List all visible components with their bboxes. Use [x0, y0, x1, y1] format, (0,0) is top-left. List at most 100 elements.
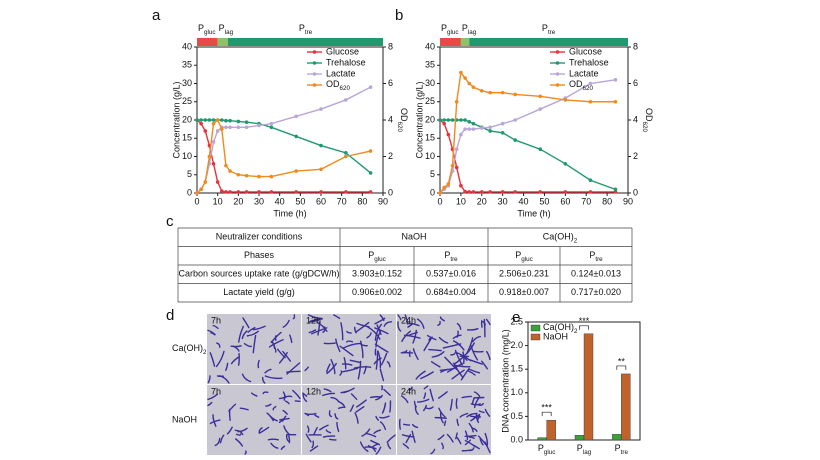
data-point — [500, 90, 505, 95]
data-point — [319, 107, 323, 111]
data-point — [513, 118, 517, 122]
x-axis-label: Time (h) — [273, 208, 306, 218]
bacterium — [470, 403, 481, 406]
x-tick-label: 20 — [477, 196, 487, 206]
data-point — [244, 125, 249, 130]
data-point — [228, 118, 232, 123]
phase-bar — [197, 38, 218, 46]
y-tick-label: 15 — [182, 133, 192, 143]
bacterium — [375, 394, 383, 401]
data-point — [538, 94, 543, 99]
data-point — [467, 127, 472, 131]
bacterium — [302, 392, 308, 403]
bacterium — [374, 327, 389, 335]
bacterium — [428, 336, 433, 341]
data-point — [294, 190, 299, 194]
significance-bracket — [541, 411, 552, 417]
data-point — [454, 147, 459, 151]
y2-axis-label: OD620 — [641, 108, 654, 133]
data-point — [195, 118, 199, 122]
bacterium — [379, 415, 390, 419]
bacterium — [478, 402, 484, 407]
bacterium — [210, 332, 216, 336]
data-point — [294, 134, 299, 139]
bacterium — [214, 437, 221, 447]
legend-label: Lactate — [326, 68, 356, 78]
bar — [621, 373, 631, 441]
bacterium — [319, 424, 329, 431]
table-cell: Pgluc — [515, 250, 533, 263]
x-tick-label: 80 — [357, 196, 367, 206]
table-cell: Lactate yield (g/g) — [223, 287, 295, 297]
x-tick-label: 30 — [498, 196, 508, 206]
y-axis-label: Concentration (g/L) — [171, 81, 181, 158]
bacterium — [307, 314, 323, 320]
x-axis-label: Time (h) — [517, 208, 550, 218]
bacterium — [280, 445, 286, 451]
data-point — [446, 182, 451, 186]
significance-bracket — [579, 325, 589, 330]
y-tick-label: 15 — [425, 133, 435, 143]
table-header: NaOH — [401, 232, 426, 242]
bacterium — [339, 345, 354, 357]
bacterium — [337, 400, 345, 407]
table-cell: 0.918±0.007 — [499, 287, 549, 297]
bacterium — [397, 314, 402, 321]
bacterium — [412, 348, 419, 361]
phase-label: Plag — [462, 23, 477, 36]
data-point — [513, 190, 517, 194]
bacterium — [429, 388, 434, 402]
data-point — [450, 118, 455, 122]
phase-bar — [460, 38, 470, 46]
legend-marker — [555, 72, 560, 76]
bacterium — [215, 350, 225, 368]
y-tick-label: 0.0 — [510, 434, 523, 444]
bacterium — [455, 432, 458, 440]
bacterium — [438, 407, 446, 418]
legend-label-main: OD — [569, 79, 583, 89]
y-tick-label: 1.0 — [510, 387, 523, 397]
data-point — [513, 92, 517, 97]
table-cell: 2.506±0.231 — [499, 269, 549, 279]
legend-label: Ca(OH)2 — [543, 322, 578, 335]
y-tick-label: 2.5 — [510, 316, 523, 326]
bacterium — [278, 418, 285, 424]
data-point — [199, 121, 203, 126]
bacterium — [473, 396, 480, 409]
phase-bar — [217, 38, 228, 46]
y2-axis-label-main: OD — [644, 108, 654, 122]
row-label: Ca(OH)2 — [172, 343, 207, 356]
x-tick-label: 0 — [437, 196, 442, 206]
bacterium — [431, 351, 445, 358]
legend-marker — [312, 72, 317, 76]
data-point — [479, 126, 484, 130]
data-point — [207, 118, 212, 122]
data-point — [228, 125, 232, 130]
bacterium — [441, 442, 445, 450]
bacterium — [323, 342, 336, 345]
table-cell: Phases — [244, 250, 275, 260]
data-point — [294, 114, 299, 119]
phase-label-main: P — [219, 23, 225, 33]
bacterium — [284, 400, 290, 405]
bacterium — [408, 386, 413, 392]
data-point — [463, 189, 467, 194]
bacterium — [484, 408, 491, 417]
bacterium — [289, 334, 293, 344]
bacterium — [402, 443, 410, 449]
bacterium — [323, 388, 332, 393]
bacterium — [442, 343, 462, 349]
bacterium — [453, 362, 464, 378]
phase-label-sub: tre — [305, 29, 313, 36]
data-point — [215, 118, 220, 122]
phase-label: Pgluc — [441, 23, 459, 36]
bacterium — [438, 391, 448, 399]
bacterium — [225, 362, 229, 372]
bacterium — [292, 314, 296, 320]
data-point — [463, 118, 467, 122]
data-point — [257, 123, 261, 128]
bacterium — [397, 321, 402, 332]
legend-label-sub: 620 — [583, 85, 594, 92]
bacterium — [337, 406, 346, 410]
bacterium — [468, 436, 475, 439]
